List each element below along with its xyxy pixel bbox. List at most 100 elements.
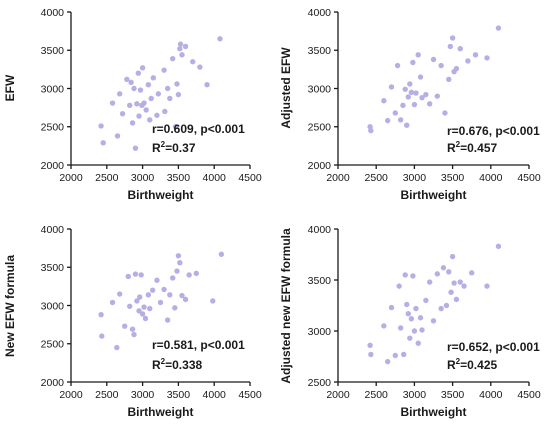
data-point xyxy=(172,305,178,311)
r2-value: =0.37 xyxy=(165,141,196,155)
x-tick-label: 2500 xyxy=(95,389,119,401)
data-point xyxy=(129,120,136,126)
data-point xyxy=(438,305,444,312)
data-point xyxy=(415,52,421,58)
x-tick-label: 4500 xyxy=(238,389,262,401)
data-point xyxy=(100,140,106,146)
data-point xyxy=(141,304,147,310)
data-point xyxy=(434,271,441,277)
data-point xyxy=(136,113,142,119)
x-tick-label: 4500 xyxy=(517,172,541,184)
data-point xyxy=(174,81,180,87)
data-point xyxy=(405,310,411,317)
data-point xyxy=(139,65,146,71)
y-axis-title: Adjusted new EFW formula xyxy=(279,228,293,384)
data-point xyxy=(448,289,454,295)
stat-r-p-value: r=0.609, p<0.001 xyxy=(152,122,245,136)
data-point xyxy=(145,292,152,298)
y-tick-label: 2500 xyxy=(308,122,332,134)
data-point xyxy=(177,259,183,266)
data-point xyxy=(442,110,448,116)
data-point xyxy=(413,305,419,312)
data-point xyxy=(392,352,398,359)
data-point xyxy=(137,294,143,300)
y-tick-label: 3500 xyxy=(41,262,65,274)
y-tick-label: 4000 xyxy=(41,224,65,236)
data-point xyxy=(472,52,479,58)
data-point xyxy=(98,311,104,318)
data-point xyxy=(397,325,404,331)
y-tick-label: 2500 xyxy=(41,339,65,351)
stat-r-squared: R2=0.37 xyxy=(152,140,196,155)
data-point xyxy=(204,81,210,88)
data-point xyxy=(145,81,152,88)
data-point xyxy=(423,91,429,98)
y-tick-label: 3000 xyxy=(41,300,65,312)
data-point xyxy=(388,304,395,311)
data-point xyxy=(167,292,173,298)
data-point xyxy=(404,122,410,128)
y-tick-label: 4000 xyxy=(308,224,332,236)
x-tick-label: 4000 xyxy=(479,389,503,401)
data-point xyxy=(116,91,123,97)
data-point xyxy=(394,62,401,69)
data-point xyxy=(138,272,144,278)
data-point xyxy=(368,127,374,134)
data-point xyxy=(388,84,395,90)
data-point xyxy=(443,302,450,309)
scatter-panel-1: 2000 2500 3000 3500 4000 4500 2000 2500 3000 3500… xyxy=(3,7,262,202)
data-point xyxy=(127,303,133,309)
data-point xyxy=(132,271,139,277)
x-tick-label: 2500 xyxy=(365,172,389,184)
data-point xyxy=(484,283,490,289)
data-point xyxy=(135,70,142,76)
data-point xyxy=(182,296,189,303)
data-point xyxy=(449,253,456,260)
data-point xyxy=(134,298,140,304)
data-point xyxy=(423,297,429,304)
data-point xyxy=(125,273,131,280)
data-point xyxy=(446,269,452,275)
data-point xyxy=(132,145,139,151)
data-point xyxy=(197,64,203,70)
r2-prefix: R xyxy=(447,358,456,372)
data-point xyxy=(210,298,216,304)
data-point xyxy=(419,327,425,333)
data-point xyxy=(367,342,373,348)
y-tick-label: 4000 xyxy=(41,7,65,19)
x-tick-label: 4000 xyxy=(203,172,227,184)
data-point xyxy=(167,95,173,102)
data-point xyxy=(447,43,454,50)
data-point xyxy=(182,43,189,50)
data-point xyxy=(116,291,123,297)
data-point xyxy=(172,124,179,130)
data-point xyxy=(142,315,149,322)
y-tick-label: 3000 xyxy=(308,326,332,338)
data-point xyxy=(430,318,437,324)
y-tick-label: 3000 xyxy=(308,83,332,95)
data-point xyxy=(411,101,418,108)
x-tick-label: 3000 xyxy=(131,389,155,401)
data-point xyxy=(179,52,185,58)
data-point xyxy=(410,273,416,279)
data-point xyxy=(381,323,387,329)
data-point xyxy=(407,81,413,87)
data-point xyxy=(141,100,147,106)
data-point xyxy=(446,76,452,83)
data-point xyxy=(179,292,185,299)
x-axis-title: Birthweight xyxy=(128,405,194,419)
x-tick-label: 4000 xyxy=(479,172,503,184)
y-axis-title: New EFW formula xyxy=(3,255,17,357)
r2-value: =0.425 xyxy=(460,358,497,372)
data-point xyxy=(401,351,407,358)
x-axis-title: Birthweight xyxy=(401,188,467,202)
data-point xyxy=(457,279,463,285)
x-tick-label: 3500 xyxy=(167,172,191,184)
x-tick-label: 2000 xyxy=(59,172,83,184)
y-tick-label: 2500 xyxy=(41,122,65,134)
data-point xyxy=(129,326,136,332)
data-point xyxy=(177,46,183,52)
stat-r-squared: R2=0.425 xyxy=(447,357,497,372)
data-point xyxy=(169,275,176,281)
